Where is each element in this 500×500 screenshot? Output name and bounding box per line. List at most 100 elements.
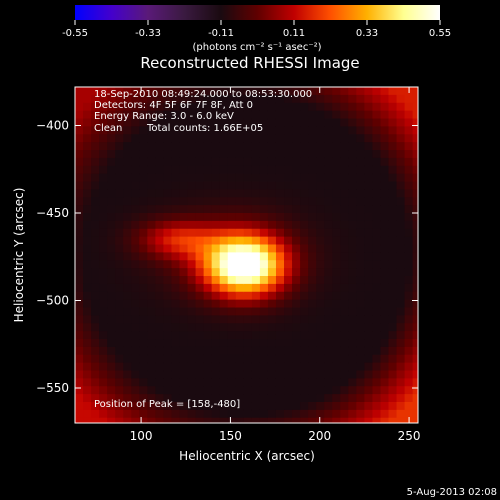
heatmap-cell	[372, 252, 382, 261]
heatmap-cell	[372, 236, 382, 246]
heatmap-cell	[292, 378, 301, 387]
heatmap-cell	[187, 150, 197, 159]
heatmap-cell	[340, 197, 349, 206]
heatmap-cell	[195, 394, 205, 403]
heatmap-cell	[83, 87, 92, 96]
heatmap-cell	[372, 260, 382, 269]
heatmap-cell	[243, 268, 253, 277]
heatmap-cell	[275, 165, 285, 175]
heatmap-cell	[171, 142, 181, 151]
heatmap-cell	[163, 165, 173, 175]
heatmap-cell	[356, 378, 366, 387]
heatmap-cell	[195, 354, 205, 364]
heatmap-cell	[107, 150, 116, 159]
heatmap-cell	[203, 181, 213, 190]
heatmap-cell	[163, 339, 173, 348]
heatmap-cell	[75, 236, 84, 246]
heatmap-cell	[227, 283, 237, 293]
heatmap-cell	[340, 150, 349, 159]
heatmap-cell	[187, 220, 197, 230]
heatmap-cell	[83, 394, 92, 403]
heatmap-cell	[284, 354, 293, 364]
heatmap-cell	[332, 362, 341, 372]
heatmap-cell	[412, 268, 418, 277]
heatmap-cell	[308, 110, 317, 120]
x-tick-label: 150	[219, 429, 242, 443]
heatmap-cell	[396, 173, 406, 183]
heatmap-cell	[364, 339, 374, 348]
heatmap-cell	[372, 370, 382, 379]
heatmap-cell	[412, 402, 418, 411]
heatmap-cell	[275, 181, 285, 190]
heatmap-cell	[316, 173, 325, 183]
heatmap-cell	[412, 173, 418, 183]
heatmap-cell	[91, 268, 100, 277]
heatmap-cell	[388, 307, 398, 316]
heatmap-cell	[412, 409, 418, 419]
heatmap-cell	[324, 283, 333, 293]
heatmap-cell	[348, 370, 357, 379]
heatmap-cell	[348, 205, 357, 214]
detectors-text: Detectors: 4F 5F 6F 7F 8F, Att 0	[94, 100, 253, 111]
heatmap-cell	[332, 244, 341, 253]
heatmap-cell	[243, 205, 253, 214]
heatmap-cell	[324, 346, 333, 356]
heatmap-cell	[404, 126, 414, 135]
heatmap-cell	[163, 94, 173, 104]
heatmap-cell	[332, 339, 341, 348]
heatmap-cell	[171, 173, 181, 183]
heatmap-cell	[171, 87, 181, 96]
heatmap-cell	[219, 386, 229, 395]
heatmap-cell	[396, 87, 406, 96]
heatmap-cell	[324, 173, 333, 183]
heatmap-cell	[179, 102, 189, 112]
y-tick-label: −500	[36, 294, 69, 308]
heatmap-cell	[251, 386, 261, 395]
heatmap-cell	[91, 252, 100, 261]
heatmap-cell	[91, 134, 100, 143]
heatmap-cell	[179, 157, 189, 167]
heatmap-cell	[259, 268, 269, 277]
heatmap-cell	[115, 394, 124, 403]
heatmap-cell	[300, 189, 309, 198]
heatmap-cell	[267, 189, 277, 198]
heatmap-cell	[139, 260, 148, 269]
heatmap-cell	[412, 236, 418, 246]
heatmap-cell	[404, 370, 414, 379]
heatmap-cell	[203, 157, 213, 167]
heatmap-cell	[380, 213, 390, 222]
heatmap-cell	[155, 315, 165, 324]
heatmap-cell	[388, 205, 398, 214]
heatmap-cell	[91, 409, 100, 419]
heatmap-cell	[227, 346, 237, 356]
heatmap-cell	[412, 370, 418, 379]
heatmap-cell	[404, 299, 414, 309]
heatmap-cell	[380, 94, 390, 104]
heatmap-cell	[179, 173, 189, 183]
heatmap-cell	[300, 197, 309, 206]
heatmap-cell	[179, 134, 189, 143]
heatmap-cell	[235, 276, 245, 285]
heatmap-cell	[308, 181, 317, 190]
heatmap-cell	[396, 354, 406, 364]
heatmap-cell	[211, 205, 221, 214]
heatmap-cell	[356, 315, 366, 324]
heatmap-cell	[412, 244, 418, 253]
heatmap-cell	[227, 165, 237, 175]
heatmap-cell	[316, 252, 325, 261]
heatmap-cell	[356, 417, 366, 423]
heatmap-cell	[131, 299, 140, 309]
heatmap-cell	[155, 378, 165, 387]
heatmap-cell	[99, 252, 108, 261]
heatmap-cell	[364, 354, 374, 364]
heatmap-cell	[235, 299, 245, 309]
heatmap-cell	[139, 228, 148, 238]
heatmap-cell	[75, 362, 84, 372]
heatmap-cell	[356, 346, 366, 356]
heatmap-cell	[243, 94, 253, 104]
heatmap-cell	[211, 165, 221, 175]
heatmap-cell	[292, 252, 301, 261]
heatmap-cell	[412, 228, 418, 238]
heatmap-cell	[123, 165, 132, 175]
heatmap-cell	[364, 307, 374, 316]
